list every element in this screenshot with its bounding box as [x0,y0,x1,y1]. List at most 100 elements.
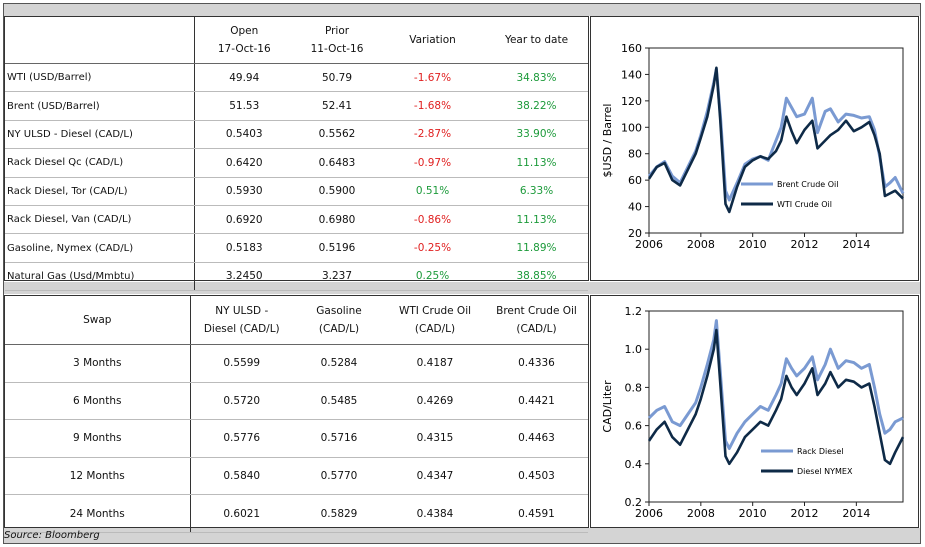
y-tick-label: 160 [621,42,642,55]
ytd-value: 34.83% [485,63,588,93]
wti-value: 0.4315 [385,419,485,458]
y-tick-label: 0.8 [625,381,643,394]
open-value: 0.5930 [194,177,294,206]
legend-label: Diesel NYMEX [797,467,853,476]
price-row: Rack Diesel, Tor (CAD/L) 0.5930 0.5900 0.51… [5,177,588,206]
wti-value: 0.4347 [385,457,485,496]
wti-value: 0.4269 [385,382,485,421]
gasoline-value: 0.5485 [293,382,385,421]
y-tick-label: 0.6 [625,420,643,433]
swap-row: 6 Months 0.5720 0.5485 0.4269 0.4421 [5,382,588,421]
row-label: Gasoline, Nymex (CAD/L) [5,233,195,263]
open-value: 0.6420 [194,148,294,178]
oil-price-chart: 20 40 60 80 100 120 140 160 2006 2008 2010 2012 2014… [601,42,905,251]
swap-table: Swap NY ULSD - Diesel (CAD/L) Gasoline (… [5,296,588,533]
y-tick-label: 60 [628,174,642,187]
ytd-value: 11.89% [485,233,588,263]
x-tick-label: 2006 [635,238,663,251]
y-tick-label: 140 [621,68,642,81]
price-row: NY ULSD - Diesel (CAD/L) 0.5403 0.5562 -2.8… [5,120,588,150]
header-wti: WTI Crude Oil (CAD/L) [385,296,485,345]
header-prior: Prior 11-Oct-16 [294,17,380,64]
price-row: WTI (USD/Barrel) 49.94 50.79 -1.67% 34.83% [5,63,588,93]
header-open: Open 17-Oct-16 [194,17,294,64]
row-label: Natural Gas (Usd/Mmbtu) [5,262,195,292]
gasoline-value: 0.5716 [293,419,385,458]
open-value: 49.94 [194,63,294,93]
prices-table-header: Open 17-Oct-16 Prior 11-Oct-16 Variation… [5,17,588,64]
row-label: WTI (USD/Barrel) [5,63,195,93]
ytd-value: 38.85% [485,262,588,292]
plot-area [648,310,904,503]
prior-value: 0.5562 [294,120,380,150]
row-label: Rack Diesel, Van (CAD/L) [5,205,195,235]
y-tick-label: 1.0 [625,343,643,356]
brent-value: 0.4503 [485,457,588,496]
row-label: Rack Diesel, Tor (CAD/L) [5,177,195,206]
swap-term: 9 Months [5,419,191,458]
y-tick-label: 40 [628,201,642,214]
ulsd-value: 0.5720 [190,382,293,421]
prior-value: 50.79 [294,63,380,93]
swap-row: 3 Months 0.5599 0.5284 0.4187 0.4336 [5,344,588,383]
ytd-value: 11.13% [485,205,588,235]
y-tick-label: 20 [628,227,642,240]
y-tick-label: 0.2 [625,496,643,509]
ulsd-value: 0.5599 [190,344,293,383]
series-line [647,328,905,466]
prices-table: Open 17-Oct-16 Prior 11-Oct-16 Variation… [5,17,588,292]
wti-value: 0.4384 [385,494,485,533]
price-row: Gasoline, Nymex (CAD/L) 0.5183 0.5196 -0.25… [5,233,588,263]
variation-value: -1.67% [380,63,485,93]
y-axis-label: $USD / Barrel [601,104,614,178]
brent-value: 0.4421 [485,382,588,421]
header-swap: Swap [5,296,191,345]
prior-value: 0.6483 [294,148,380,178]
header-gasoline: Gasoline (CAD/L) [293,296,385,345]
price-row: Rack Diesel Qc (CAD/L) 0.6420 0.6483 -0.97%… [5,148,588,178]
header-brent: Brent Crude Oil (CAD/L) [485,296,588,345]
open-value: 0.6920 [194,205,294,235]
brent-value: 0.4463 [485,419,588,458]
y-tick-label: 100 [621,121,642,134]
open-value: 3.2450 [194,262,294,292]
swap-term: 3 Months [5,344,191,383]
swap-term: 6 Months [5,382,191,421]
x-tick-label: 2010 [739,507,767,520]
variation-value: 0.25% [380,262,485,292]
plot-area [648,47,904,234]
ytd-value: 38.22% [485,91,588,121]
x-tick-label: 2014 [842,238,870,251]
legend-label: WTI Crude Oil [777,200,832,209]
swap-row: 9 Months 0.5776 0.5716 0.4315 0.4463 [5,419,588,458]
open-value: 0.5403 [194,120,294,150]
x-tick-label: 2012 [791,238,819,251]
header-blank [5,17,195,64]
header-ulsd: NY ULSD - Diesel (CAD/L) [190,296,293,345]
variation-value: -0.97% [380,148,485,178]
price-row: Rack Diesel, Van (CAD/L) 0.6920 0.6980 -0.8… [5,205,588,235]
brent-value: 0.4591 [485,494,588,533]
gasoline-value: 0.5829 [293,494,385,533]
row-label: Brent (USD/Barrel) [5,91,195,121]
report-frame [3,3,921,544]
brent-value: 0.4336 [485,344,588,383]
prior-value: 0.5196 [294,233,380,263]
header-ytd: Year to date [485,17,588,64]
prior-value: 3.237 [294,262,380,292]
swap-table-header: Swap NY ULSD - Diesel (CAD/L) Gasoline (… [5,296,588,345]
swap-term: 12 Months [5,457,191,496]
ytd-value: 6.33% [485,177,588,206]
x-tick-label: 2012 [791,507,819,520]
y-tick-label: 80 [628,148,642,161]
ulsd-value: 0.6021 [190,494,293,533]
variation-value: -2.87% [380,120,485,150]
y-tick-label: 0.4 [625,458,643,471]
swap-term: 24 Months [5,494,191,533]
open-value: 51.53 [194,91,294,121]
series-line [647,319,904,450]
x-tick-label: 2006 [635,507,663,520]
y-tick-label: 120 [621,95,642,108]
price-row: Brent (USD/Barrel) 51.53 52.41 -1.68% 38.22% [5,91,588,121]
gasoline-value: 0.5284 [293,344,385,383]
